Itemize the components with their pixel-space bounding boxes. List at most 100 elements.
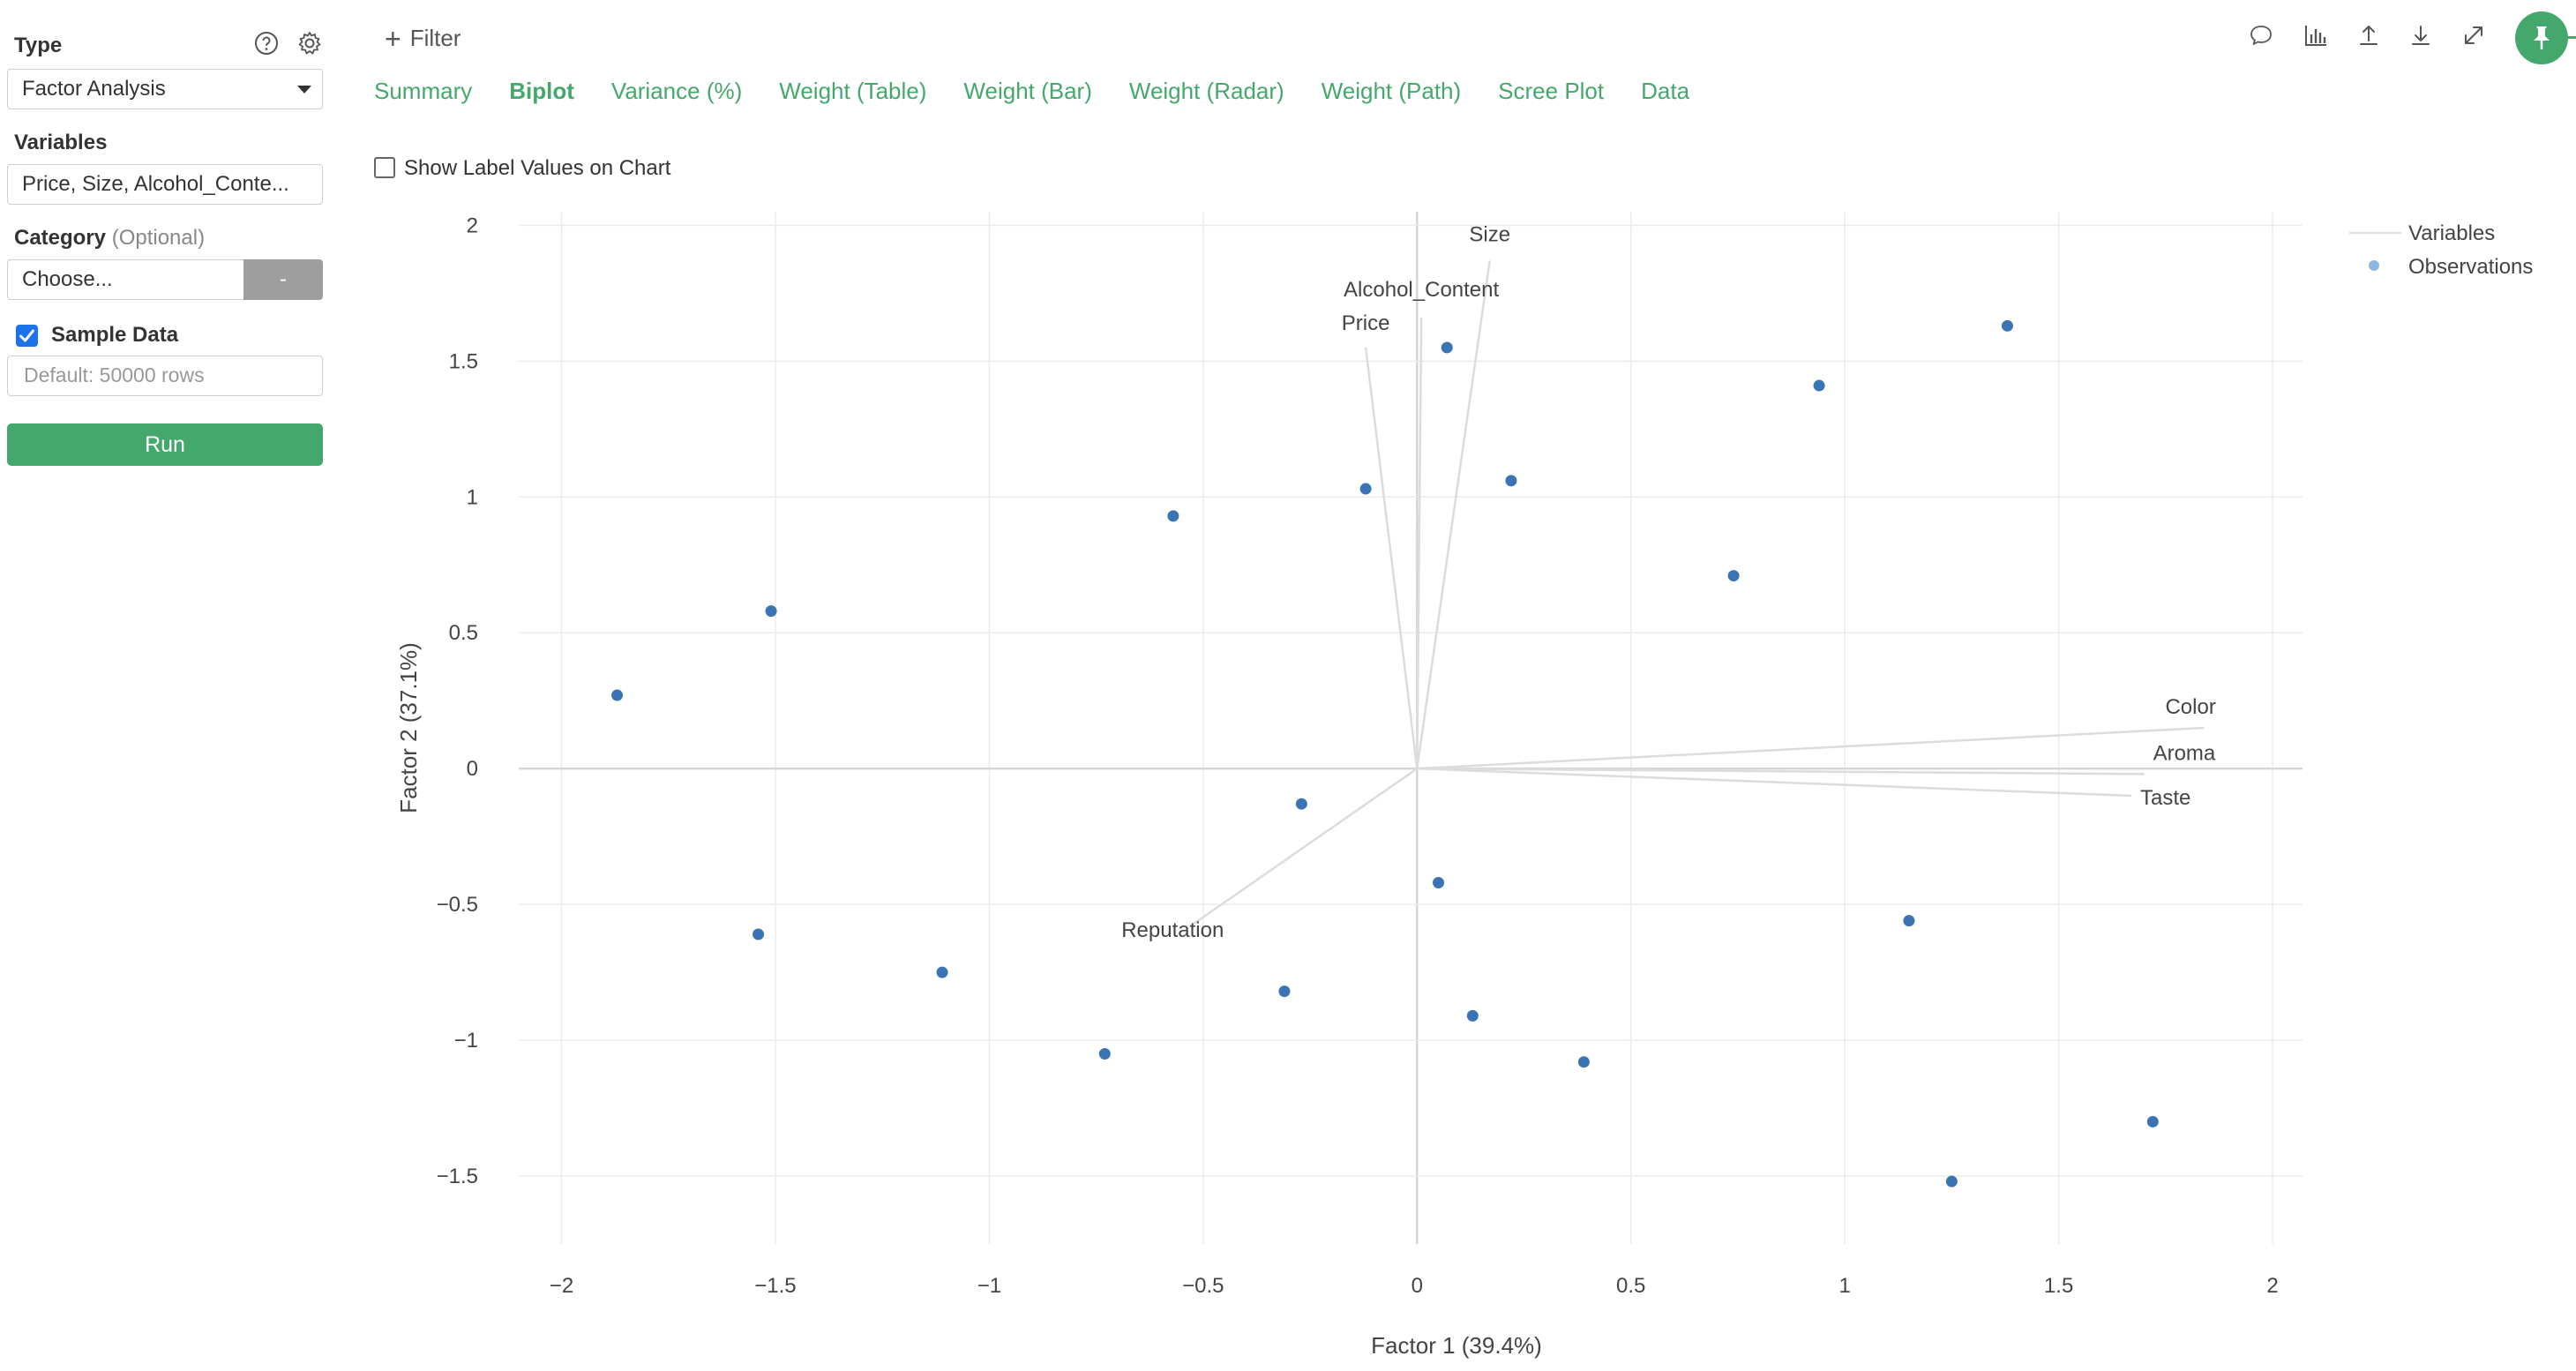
observation-points [611, 319, 2159, 1187]
variable-label: Size [1469, 222, 1510, 246]
x-tick-label: 2 [2266, 1274, 2278, 1298]
run-button[interactable]: Run [7, 423, 323, 466]
observation-point [1359, 483, 1372, 495]
sample-data-checkbox[interactable] [16, 325, 38, 347]
tab-weight-table[interactable]: Weight (Table) [779, 78, 927, 104]
plus-icon: + [385, 23, 401, 55]
observation-point [1295, 798, 1307, 810]
y-tick-label: 1 [467, 485, 478, 509]
help-icon[interactable] [253, 30, 280, 56]
x-tick-label: −1 [977, 1274, 1001, 1298]
y-tick-label: 0.5 [449, 621, 478, 645]
upload-icon[interactable] [2355, 22, 2382, 49]
observation-point [765, 605, 777, 618]
comment-icon[interactable] [2248, 22, 2274, 49]
variable-vectors: Size Alcohol_Content Price Color Aroma Taste R… [1121, 222, 2216, 941]
legend-observations-swatch [2369, 260, 2379, 271]
variable-label: Color [2165, 695, 2215, 719]
tab-biplot[interactable]: Biplot [509, 78, 574, 104]
y-axis-title: Factor 2 (37.1%) [395, 642, 422, 813]
tab-weight-radar[interactable]: Weight (Radar) [1128, 78, 1284, 104]
observation-point [753, 928, 765, 940]
variable-label: Aroma [2153, 741, 2216, 765]
y-tick-label: 2 [467, 214, 478, 237]
variable-vector [1417, 767, 2145, 775]
observation-point [1945, 1175, 1958, 1187]
type-select[interactable]: Factor Analysis [7, 69, 323, 109]
variable-vector [1417, 726, 2205, 770]
legend: Variables Observations [2349, 221, 2533, 279]
y-tick-label: 0 [467, 757, 478, 781]
y-tick-label: 1.5 [449, 349, 478, 373]
chevron-down-icon [297, 86, 311, 94]
legend-observations[interactable]: Observations [2408, 255, 2533, 279]
x-tick-label: −0.5 [1182, 1274, 1224, 1298]
variables-label: Variables [14, 131, 108, 154]
observation-point [2146, 1115, 2159, 1128]
x-tick-label: −2 [550, 1274, 573, 1298]
gear-icon[interactable] [296, 30, 323, 56]
y-tick-label: −1.5 [437, 1165, 478, 1188]
observation-point [1278, 985, 1291, 998]
observation-point [1577, 1056, 1590, 1068]
variable-label: Taste [2140, 786, 2190, 810]
variable-vector [1189, 768, 1418, 927]
sample-rows-input[interactable]: Default: 50000 rows [7, 356, 323, 396]
show-label-values-label: Show Label Values on Chart [404, 156, 671, 180]
x-axis-title: Factor 1 (39.4%) [1371, 1332, 1542, 1359]
variable-vector [1416, 260, 1491, 769]
variable-label: Price [1342, 311, 1390, 335]
sidebar: Type Factor Analysis Variables Price, Si… [0, 0, 335, 1371]
pin-icon [2534, 26, 2550, 49]
variables-select[interactable]: Price, Size, Alcohol_Conte... [7, 164, 323, 205]
type-label: Type [14, 34, 63, 57]
category-label: Category (Optional) [14, 226, 205, 251]
tab-weight-bar[interactable]: Weight (Bar) [963, 78, 1092, 104]
download-icon[interactable] [2408, 22, 2434, 49]
pin-button[interactable] [2515, 11, 2568, 64]
tab-data[interactable]: Data [1641, 78, 1690, 104]
grid [519, 212, 2303, 1244]
observation-point [1505, 475, 1517, 487]
axis-ticks: −2 −1.5 −1 −0.5 0 0.5 1 1.5 2 −1.5 −1 −0.5 0 0.5 1 1.5 2 [437, 214, 2279, 1298]
x-tick-label: 1.5 [2044, 1274, 2073, 1298]
chart-icon[interactable] [2303, 22, 2329, 49]
observation-point [1441, 341, 1453, 354]
variable-vector [1416, 318, 1423, 769]
category-optional-text: (Optional) [111, 226, 206, 250]
observation-point [1903, 915, 1915, 927]
x-tick-label: 0.5 [1616, 1274, 1645, 1298]
observation-point [2001, 319, 2013, 332]
pin-tail [2565, 36, 2576, 39]
tab-variance[interactable]: Variance (%) [610, 78, 743, 104]
observation-point [1098, 1047, 1111, 1060]
x-tick-label: −1.5 [754, 1274, 796, 1298]
category-select[interactable]: Choose... [7, 259, 245, 300]
tab-scree-plot[interactable]: Scree Plot [1498, 78, 1605, 104]
tab-summary[interactable]: Summary [374, 78, 473, 104]
show-label-values-checkbox[interactable] [374, 157, 395, 178]
observation-point [1167, 510, 1179, 522]
expand-icon[interactable] [2460, 22, 2487, 49]
x-tick-label: 1 [1838, 1274, 1850, 1298]
observation-point [1466, 1009, 1479, 1022]
category-clear-button[interactable]: - [243, 259, 323, 300]
x-tick-label: 0 [1412, 1274, 1423, 1298]
tab-bar: Summary Biplot Variance (%) Weight (Tabl… [374, 78, 1726, 109]
sample-data-label: Sample Data [51, 323, 179, 347]
variable-vector [1417, 767, 2132, 798]
tab-weight-path[interactable]: Weight (Path) [1321, 78, 1462, 104]
y-tick-label: −1 [454, 1029, 478, 1053]
variable-label: Alcohol_Content [1344, 278, 1499, 302]
variable-label: Reputation [1121, 918, 1224, 942]
legend-variables[interactable]: Variables [2408, 221, 2495, 245]
observation-point [1433, 877, 1445, 888]
filter-button[interactable]: + Filter [385, 23, 461, 56]
filter-label: Filter [409, 25, 461, 51]
observation-point [1813, 379, 1825, 392]
observation-point [1727, 570, 1740, 582]
category-label-text: Category [14, 226, 107, 250]
observation-point [611, 689, 624, 701]
variable-vector [1364, 347, 1419, 769]
